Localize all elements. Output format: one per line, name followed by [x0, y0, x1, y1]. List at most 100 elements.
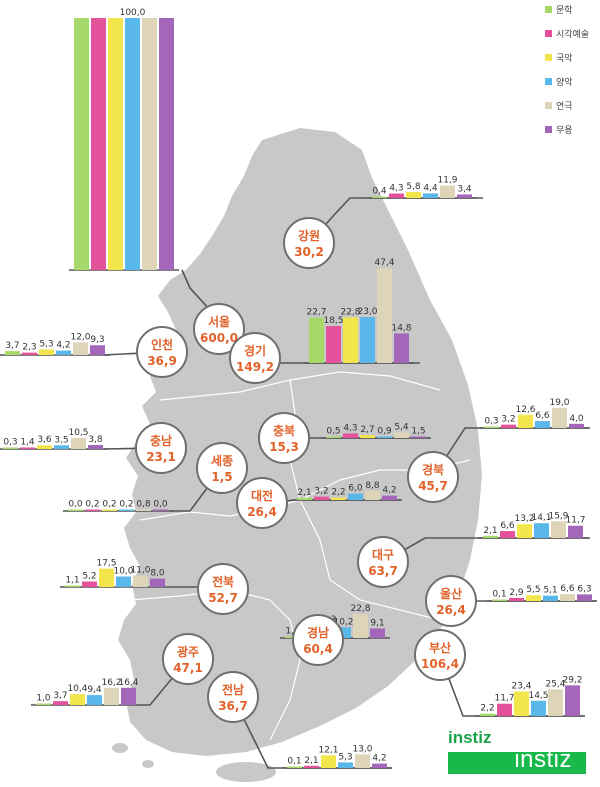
bar — [65, 585, 80, 587]
data-label: 11,9 — [437, 176, 457, 186]
bar-group: 22,718,522,823,0 47,4 14,8 — [304, 258, 414, 364]
data-label: 0,5 — [326, 427, 340, 437]
region-total: 1,5 — [211, 470, 232, 484]
bar — [125, 18, 140, 270]
data-label: 22,7 — [306, 308, 326, 318]
data-label: 29,2 — [562, 675, 582, 685]
bar — [304, 765, 319, 768]
watermark-banner — [448, 752, 586, 774]
data-label: 5,5 — [526, 585, 540, 595]
data-label: 1,0 — [285, 627, 300, 637]
data-label: 3,6 — [37, 435, 52, 445]
bar — [22, 352, 37, 355]
bar-group: 100,0 — [69, 8, 179, 271]
bar — [518, 414, 533, 428]
legend-item: 무용 — [545, 122, 573, 136]
bar — [54, 445, 69, 449]
legend-label: 무용 — [556, 125, 573, 136]
data-label: 5,2 — [82, 572, 96, 582]
bar — [159, 18, 174, 270]
bar — [82, 581, 97, 587]
data-label: 22,8 — [350, 604, 370, 614]
bar — [360, 317, 375, 363]
bar-group: 0,3 3,212,66,6 19,04,0 — [479, 398, 589, 429]
data-label: 4,4 — [423, 183, 438, 193]
data-label: 4,2 — [382, 486, 396, 496]
legend-label: 연극 — [556, 101, 573, 112]
region-bubble: 울산 26,4 — [425, 575, 477, 627]
bar — [71, 437, 86, 449]
bar — [355, 754, 370, 768]
region-name: 광주 — [177, 644, 199, 659]
data-label: 9,1 — [370, 618, 384, 628]
bar — [326, 436, 341, 438]
region-total: 26,4 — [247, 505, 277, 519]
data-label: 15,9 — [548, 511, 568, 521]
bar — [91, 18, 106, 270]
region-total: 26,4 — [436, 603, 466, 617]
legend-label: 시각예술 — [556, 29, 590, 40]
bar — [39, 349, 54, 355]
bubble-circle — [229, 332, 281, 384]
region-bubble: 부산 106,4 — [414, 629, 466, 681]
legend-label: 문학 — [556, 5, 573, 16]
bar-group: 2,211,7 23,414,5 25,429,2 — [475, 675, 585, 717]
bar — [382, 495, 397, 500]
bar — [70, 694, 85, 705]
bar — [142, 18, 157, 270]
region-name: 충북 — [273, 423, 295, 438]
bubble-circle — [414, 629, 466, 681]
data-label: 11,7 — [494, 694, 514, 704]
data-label: 6,6 — [500, 521, 515, 531]
region-name: 울산 — [440, 586, 462, 601]
bar — [68, 509, 83, 511]
bubble-circle — [193, 303, 245, 355]
legend-swatch — [545, 29, 552, 37]
region-total: 52,7 — [208, 591, 238, 605]
bubble-circle — [283, 217, 335, 269]
region-total: 60,4 — [303, 642, 333, 656]
bar — [560, 594, 575, 601]
data-label: 0,2 — [85, 500, 99, 510]
bar — [36, 703, 51, 705]
region-name: 경남 — [307, 625, 329, 640]
data-label: 25,4 — [545, 679, 565, 689]
region-total: 45,7 — [418, 479, 448, 493]
data-label: 6,3 — [577, 584, 591, 594]
bar — [20, 447, 35, 449]
data-label: 6,6 — [560, 584, 575, 594]
data-label: 2,9 — [509, 588, 524, 598]
legend-swatch — [545, 5, 552, 13]
data-label: 9,3 — [90, 335, 104, 345]
data-label: 0,0 — [68, 500, 83, 510]
bar — [500, 531, 515, 538]
region-total: 36,7 — [218, 699, 248, 713]
region-name: 경기 — [244, 343, 266, 358]
data-label: 0,2 — [119, 500, 133, 510]
region-total: 600,0 — [200, 331, 238, 345]
bar — [440, 185, 455, 198]
data-label: 3,2 — [314, 487, 328, 497]
region-bubble: 충남 23,1 — [135, 422, 187, 474]
bar — [543, 595, 558, 601]
region-bubble: 전남 36,7 — [207, 671, 259, 723]
bar — [406, 191, 421, 198]
watermark: instiz instiz — [448, 728, 586, 774]
bar — [348, 493, 363, 500]
bar-group: 2,1 6,613,214,115,911,7 — [478, 511, 588, 539]
bar — [365, 490, 380, 500]
data-label: 2,1 — [483, 526, 497, 536]
bubble-circle — [136, 326, 188, 378]
legend-swatch — [545, 101, 552, 109]
bar-group: 0,1 2,9 5,5 5,1 6,6 6,3 — [487, 584, 597, 602]
bar — [480, 713, 495, 716]
bar — [136, 509, 151, 511]
bar-group: 1,0 3,710,4 9,416,216,4 — [31, 678, 141, 706]
region-bubble: 대전 26,4 — [236, 477, 288, 529]
bar — [343, 317, 358, 363]
bar — [377, 268, 392, 363]
data-label: 0,3 — [484, 417, 498, 427]
data-label: 9,4 — [87, 685, 102, 695]
region-bubble: 경남 60,4 — [292, 614, 344, 666]
bar — [370, 628, 385, 638]
